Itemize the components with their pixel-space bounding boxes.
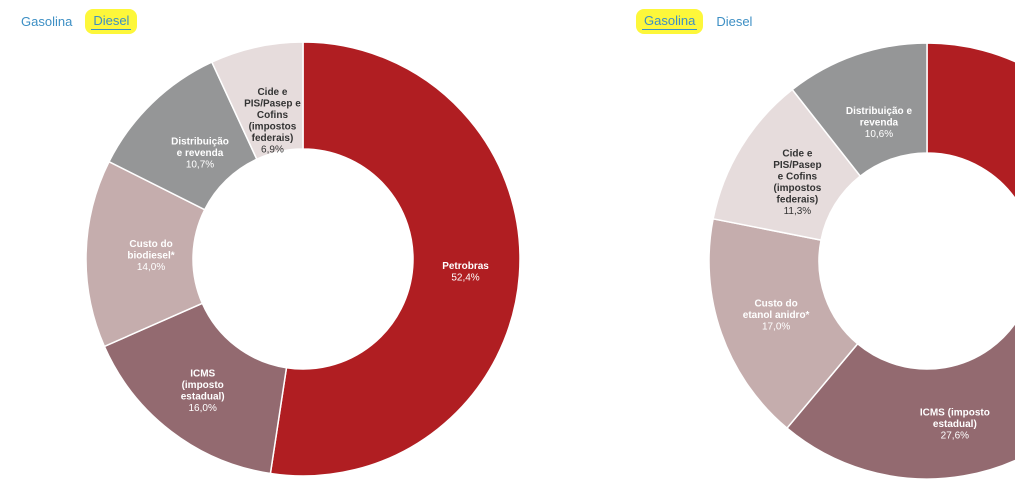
slice-label-distribuic-a-o-e-revenda: Distribuição e revenda 10,6% bbox=[846, 106, 913, 140]
slice-unlabeled bbox=[926, 42, 1015, 200]
slice-value-label: 10,6% bbox=[865, 129, 893, 140]
slice-value-label: 11,3% bbox=[784, 206, 812, 217]
slice-label-line: e revenda bbox=[177, 148, 224, 159]
slice-label-line: Custo do bbox=[129, 239, 172, 250]
slice-label-line: Cide e bbox=[257, 87, 287, 98]
slice-label-distribuic-a-o-e-revenda: Distribuição e revenda 10,7% bbox=[171, 137, 229, 171]
slice-value-label: 17,0% bbox=[762, 321, 790, 332]
gasolina-donut-chart: ICMS (imposto estadual) 27,6% Custo do etano… bbox=[708, 42, 1015, 480]
slice-label-petrobras: Petrobras 52,4% bbox=[442, 261, 489, 284]
slice-label-line: etanol anidro* bbox=[743, 310, 810, 321]
slice-custo-do-etanol-anidro bbox=[708, 217, 859, 430]
slice-label-line: estadual) bbox=[933, 419, 977, 430]
tab-diesel[interactable]: Diesel bbox=[716, 14, 753, 29]
slice-value-label: 52,4% bbox=[451, 273, 479, 284]
tab-diesel[interactable]: Diesel bbox=[85, 9, 138, 34]
slice-label-line: estadual) bbox=[181, 391, 225, 402]
slice-label-icms-imposto-estadual: ICMS (imposto estadual) 27,6% bbox=[920, 408, 990, 442]
slice-value-label: 10,7% bbox=[186, 160, 214, 171]
slice-label-cide-e-pis-pasep-e-cofins-impostos-federais: Cide e PIS/Pasep e Cofins (impostos federais… bbox=[244, 87, 301, 155]
slice-label-line: ICMS (imposto bbox=[920, 408, 990, 419]
slice-petrobras bbox=[269, 41, 521, 477]
slice-label-icms-imposto-estadual: ICMS (imposto estadual) 16,0% bbox=[181, 368, 225, 414]
slice-label-line: Distribuição bbox=[171, 137, 229, 148]
slice-value-label: 6,9% bbox=[261, 145, 284, 156]
left-fuel-tabs: Gasolina Diesel bbox=[18, 9, 138, 34]
slice-label-line: Cide e bbox=[782, 148, 812, 159]
slice-label-custo-do-biodiesel: Custo do biodiesel* 14,0% bbox=[127, 239, 174, 273]
slice-label-line: biodiesel* bbox=[127, 251, 174, 262]
slice-label-cide-e-pis-pasep-e-cofins-impostos-federais: Cide e PIS/Pasep e Cofins (impostos federais… bbox=[773, 148, 822, 217]
slice-label-line: revenda bbox=[860, 118, 899, 129]
slice-label-line: Distribuição e bbox=[846, 106, 913, 117]
slice-value-label: 16,0% bbox=[189, 403, 217, 414]
slice-label-line: Custo do bbox=[754, 298, 797, 309]
slice-label-line: PIS/Pasep bbox=[773, 160, 821, 171]
slice-label-line: Petrobras bbox=[442, 261, 489, 272]
slice-label-line: federais) bbox=[777, 194, 819, 205]
tab-gasolina[interactable]: Gasolina bbox=[636, 9, 704, 34]
diesel-donut-chart: Petrobras 52,4% ICMS (imposto estadual) 16,0%… bbox=[85, 41, 521, 477]
slice-label-line: (impostos bbox=[249, 122, 297, 133]
slice-label-custo-do-etanol-anidro: Custo do etanol anidro* 17,0% bbox=[743, 298, 810, 332]
slice-value-label: 27,6% bbox=[941, 431, 969, 442]
slice-cide-e-pis-pasep-e-cofins-impostos-federais bbox=[210, 41, 304, 161]
slice-label-line: federais) bbox=[252, 133, 294, 144]
slice-label-line: (impostos bbox=[774, 183, 822, 194]
slice-label-line: ICMS bbox=[190, 368, 215, 379]
slice-label-line: Cofins bbox=[257, 110, 289, 121]
right-fuel-tabs: Gasolina Diesel bbox=[636, 9, 755, 34]
slice-label-line: PIS/Pasep e bbox=[244, 99, 301, 110]
slice-distribuic-a-o-e-revenda bbox=[791, 42, 928, 178]
slice-icms-imposto-estadual bbox=[785, 322, 1015, 480]
tab-gasolina[interactable]: Gasolina bbox=[21, 14, 73, 29]
slice-icms-imposto-estadual bbox=[103, 302, 288, 475]
slice-label-line: (imposto bbox=[182, 380, 224, 391]
slice-value-label: 14,0% bbox=[137, 262, 165, 273]
slice-label-line: e Cofins bbox=[778, 171, 818, 182]
